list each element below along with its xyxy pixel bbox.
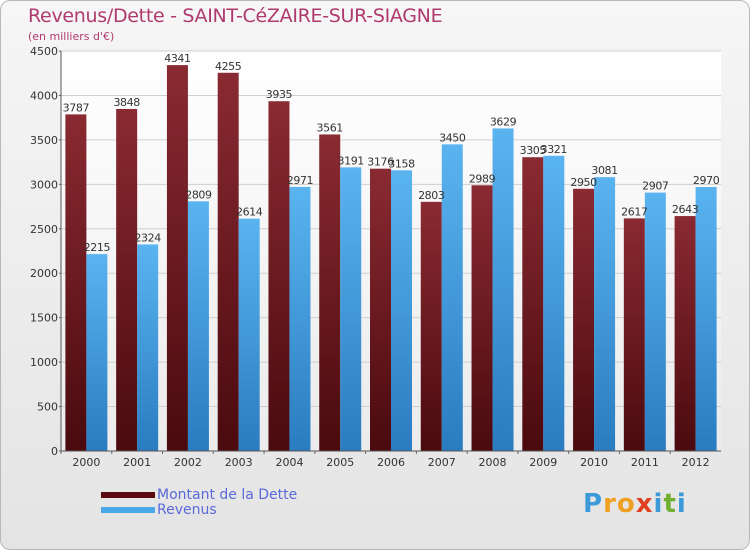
bar-dette (522, 157, 544, 451)
legend: Montant de la Dette Revenus (101, 487, 297, 517)
bar-dette (65, 114, 87, 451)
legend-swatch-dette (101, 491, 155, 498)
legend-item-dette: Montant de la Dette (101, 487, 297, 502)
bar-dette (573, 188, 595, 451)
legend-label-revenus: Revenus (157, 501, 217, 518)
logo-letter: x (635, 489, 654, 519)
data-label-revenus: 2324 (134, 231, 161, 244)
data-label-dette: 2950 (570, 176, 597, 189)
y-tick-label: 4000 (30, 89, 58, 102)
logo-letter: P (583, 489, 604, 519)
data-label-revenus: 2970 (693, 174, 720, 187)
data-label-revenus: 3321 (541, 143, 567, 156)
data-label-dette: 2617 (621, 205, 648, 218)
data-label-dette: 3176 (367, 156, 394, 169)
x-tick-label: 2007 (428, 456, 456, 469)
data-label-revenus: 2809 (185, 188, 212, 201)
bar-dette (623, 218, 645, 451)
y-tick-label: 3500 (30, 134, 58, 147)
bar-revenus (492, 128, 514, 451)
data-label-dette: 4341 (164, 52, 190, 65)
bar-dette (217, 72, 239, 452)
bar-revenus (238, 218, 260, 451)
bar-dette (420, 201, 442, 451)
chart-title: Revenus/Dette - SAINT-CéZAIRE-SUR-SIAGNE (28, 5, 443, 27)
x-tick-label: 2011 (631, 456, 659, 469)
data-label-revenus: 2971 (287, 174, 313, 187)
data-label-dette: 2643 (672, 203, 699, 216)
y-tick-label: 2500 (30, 223, 58, 236)
y-tick-label: 1500 (30, 312, 58, 325)
y-tick-label: 2000 (30, 267, 58, 280)
data-label-revenus: 3450 (439, 131, 466, 144)
bar-dette (674, 216, 696, 451)
y-tick-label: 4500 (30, 45, 58, 58)
bar-dette (268, 101, 290, 451)
data-label-dette: 2989 (469, 172, 496, 185)
bar-dette (116, 108, 138, 451)
data-label-dette: 3561 (317, 121, 343, 134)
bar-revenus (695, 187, 717, 451)
bar-revenus (594, 177, 616, 451)
x-tick-label: 2002 (174, 456, 202, 469)
data-label-revenus: 2614 (236, 206, 263, 219)
data-label-dette: 3305 (520, 144, 547, 157)
data-label-dette: 3787 (63, 101, 90, 114)
legend-swatch-revenus (101, 506, 155, 513)
logo-letter: i (676, 489, 687, 519)
legend-label-dette: Montant de la Dette (157, 486, 298, 503)
x-tick-label: 2012 (682, 456, 710, 469)
bar-revenus (391, 170, 412, 452)
bar-revenus (187, 201, 209, 451)
y-tick-label: 3000 (30, 178, 58, 191)
logo-letter: t (663, 489, 677, 519)
y-tick-label: 0 (51, 445, 58, 458)
bar-revenus (86, 254, 108, 451)
x-tick-label: 2008 (479, 456, 507, 469)
bar-dette (319, 134, 341, 451)
bar-dette (370, 168, 391, 451)
data-label-dette: 2803 (418, 189, 445, 202)
bar-revenus (137, 244, 159, 451)
data-label-revenus: 2215 (84, 241, 111, 254)
x-tick-label: 2009 (529, 456, 557, 469)
logo-letter: o (616, 489, 636, 519)
logo-letter: i (653, 489, 664, 519)
legend-item-revenus: Revenus (101, 502, 297, 517)
bar-revenus (289, 186, 311, 451)
data-label-revenus: 3191 (338, 154, 364, 167)
data-label-revenus: 3158 (388, 157, 415, 170)
x-tick-label: 2001 (123, 456, 151, 469)
x-tick-label: 2000 (72, 456, 100, 469)
data-label-revenus: 3629 (490, 115, 517, 128)
x-tick-label: 2006 (377, 456, 405, 469)
bar-revenus (644, 192, 666, 451)
logo-letter: r (603, 489, 617, 519)
x-tick-label: 2005 (326, 456, 354, 469)
x-tick-label: 2010 (580, 456, 608, 469)
data-label-revenus: 3081 (591, 164, 617, 177)
bar-revenus (340, 167, 362, 451)
x-tick-label: 2003 (225, 456, 253, 469)
data-label-dette: 3935 (266, 88, 293, 101)
bar-dette (471, 185, 493, 452)
x-tick-label: 2004 (275, 456, 303, 469)
y-tick-label: 1000 (30, 356, 58, 369)
bar-revenus (543, 155, 565, 452)
data-label-dette: 4255 (215, 60, 242, 73)
data-label-dette: 3848 (113, 96, 140, 109)
data-label-revenus: 2907 (642, 180, 669, 193)
y-tick-label: 500 (37, 401, 58, 414)
bar-revenus (441, 144, 463, 452)
bar-dette (166, 65, 188, 451)
chart-subtitle: (en milliers d'€) (28, 30, 115, 43)
proxiti-logo: Proxiti (583, 489, 687, 519)
